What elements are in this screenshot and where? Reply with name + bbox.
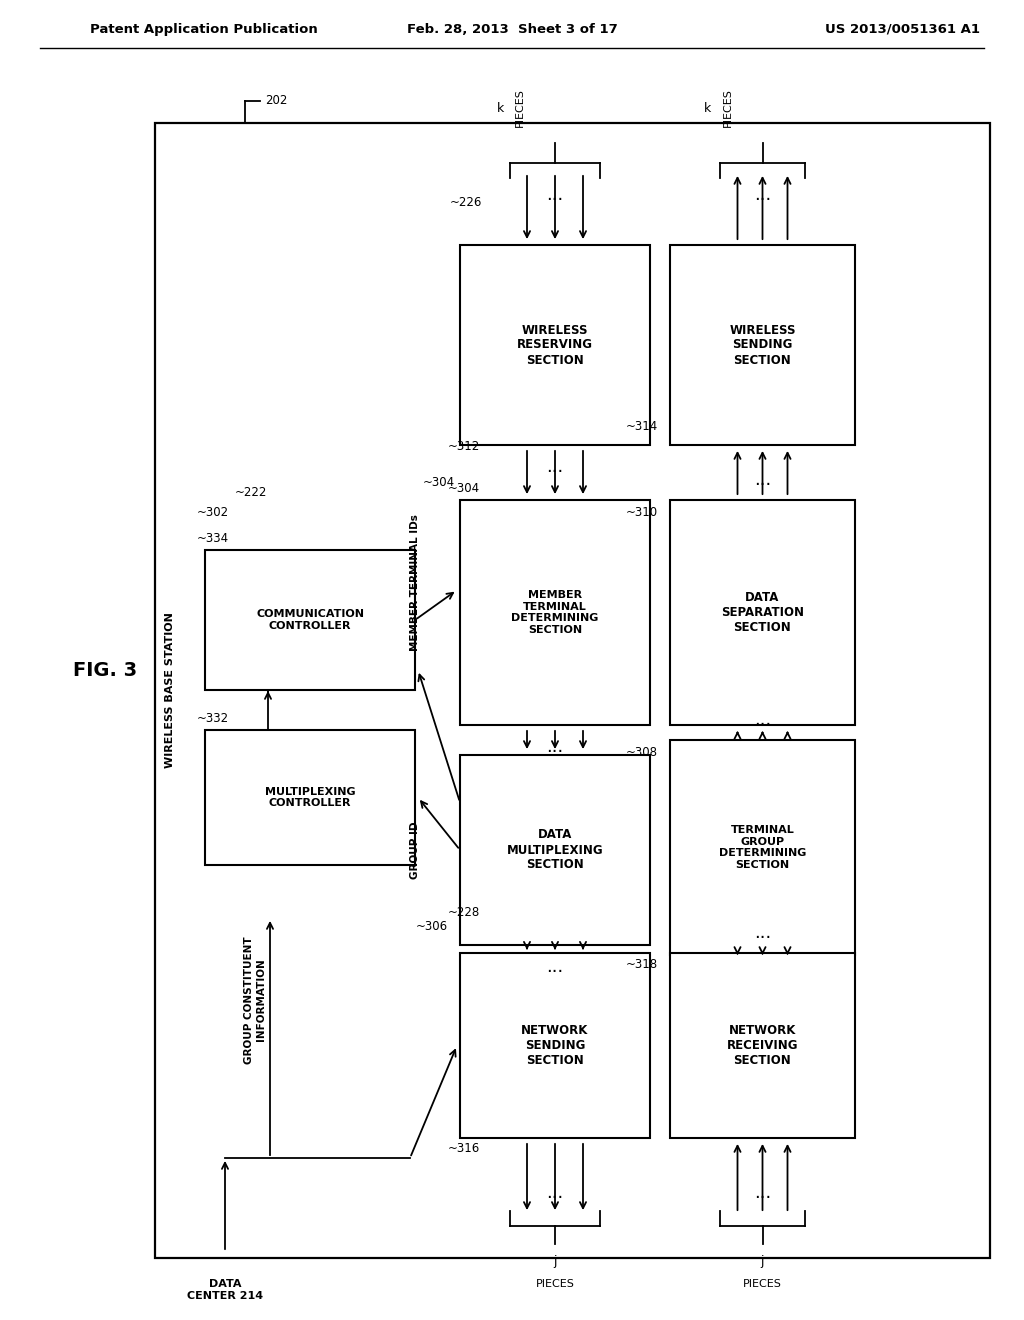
Bar [670, 741, 855, 954]
Text: ~306: ~306 [416, 920, 447, 933]
Bar [460, 953, 650, 1138]
Text: ...: ... [754, 711, 771, 729]
Text: ~304: ~304 [423, 475, 455, 488]
Text: FIG. 3: FIG. 3 [73, 660, 137, 680]
Text: Feb. 28, 2013  Sheet 3 of 17: Feb. 28, 2013 Sheet 3 of 17 [407, 22, 617, 36]
Text: ...: ... [754, 471, 771, 488]
Text: PIECES: PIECES [723, 88, 732, 128]
Text: ...: ... [547, 1184, 563, 1203]
Text: NETWORK
SENDING
SECTION: NETWORK SENDING SECTION [521, 1024, 589, 1067]
Bar [670, 953, 855, 1138]
Text: ~312: ~312 [449, 441, 480, 454]
Text: TERMINAL
GROUP
DETERMINING
SECTION: TERMINAL GROUP DETERMINING SECTION [719, 825, 806, 870]
Text: ~226: ~226 [450, 195, 482, 209]
Text: ...: ... [547, 458, 563, 477]
Text: NETWORK
RECEIVING
SECTION: NETWORK RECEIVING SECTION [727, 1024, 799, 1067]
Text: ~332: ~332 [197, 711, 229, 725]
Bar [670, 500, 855, 725]
Text: ~228: ~228 [449, 906, 480, 919]
Text: COMMUNICATION
CONTROLLER: COMMUNICATION CONTROLLER [256, 610, 364, 631]
Text: Patent Application Publication: Patent Application Publication [90, 22, 317, 36]
Text: PIECES: PIECES [536, 1279, 574, 1290]
Text: 202: 202 [265, 95, 288, 107]
Text: ...: ... [547, 738, 563, 756]
Bar [205, 550, 415, 690]
Text: ~314: ~314 [626, 421, 658, 433]
Text: PIECES: PIECES [743, 1279, 782, 1290]
Text: ~304: ~304 [447, 482, 480, 495]
Text: WIRELESS
RESERVING
SECTION: WIRELESS RESERVING SECTION [517, 323, 593, 367]
Text: k: k [703, 102, 711, 115]
Bar [670, 246, 855, 445]
Text: ~302: ~302 [197, 506, 229, 519]
Text: PIECES: PIECES [515, 88, 525, 128]
Text: ...: ... [547, 958, 563, 975]
Text: ~334: ~334 [197, 532, 229, 545]
Text: GROUP CONSTITUENT
INFORMATION: GROUP CONSTITUENT INFORMATION [244, 936, 266, 1064]
Text: ...: ... [754, 1184, 771, 1203]
Text: ~308: ~308 [626, 746, 658, 759]
Text: DATA
CENTER 214: DATA CENTER 214 [187, 1279, 263, 1300]
Text: ~222: ~222 [234, 486, 267, 499]
Bar [205, 730, 415, 865]
Text: WIRELESS
SENDING
SECTION: WIRELESS SENDING SECTION [729, 323, 796, 367]
Bar [155, 123, 990, 1258]
Text: j: j [553, 1254, 557, 1267]
Text: ...: ... [754, 186, 771, 205]
Bar [185, 510, 480, 920]
Text: DATA
SEPARATION
SECTION: DATA SEPARATION SECTION [721, 591, 804, 634]
Text: ~316: ~316 [449, 1142, 480, 1155]
Bar [440, 220, 905, 465]
Text: WIRELESS BASE STATION: WIRELESS BASE STATION [165, 612, 175, 768]
Bar [460, 755, 650, 945]
Text: MEMBER TERMINAL IDs: MEMBER TERMINAL IDs [410, 513, 420, 651]
Text: ~318: ~318 [626, 958, 658, 972]
Text: DATA
MULTIPLEXING
SECTION: DATA MULTIPLEXING SECTION [507, 829, 603, 871]
Text: k: k [497, 102, 504, 115]
Text: ~310: ~310 [626, 506, 658, 519]
Text: MEMBER
TERMINAL
DETERMINING
SECTION: MEMBER TERMINAL DETERMINING SECTION [511, 590, 599, 635]
Text: GROUP ID: GROUP ID [410, 821, 420, 879]
Text: US 2013/0051361 A1: US 2013/0051361 A1 [825, 22, 980, 36]
Bar [460, 500, 650, 725]
Text: ...: ... [754, 924, 771, 942]
Text: ...: ... [547, 186, 563, 205]
Bar [440, 931, 905, 1160]
Bar [460, 246, 650, 445]
Text: j: j [761, 1254, 764, 1267]
Text: MULTIPLEXING
CONTROLLER: MULTIPLEXING CONTROLLER [264, 787, 355, 808]
